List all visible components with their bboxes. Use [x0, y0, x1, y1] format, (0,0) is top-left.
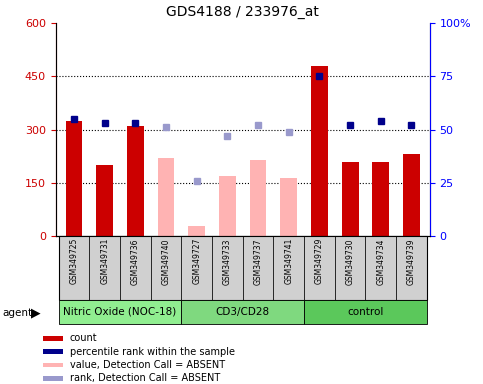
Text: GSM349741: GSM349741	[284, 238, 293, 285]
Bar	[219, 176, 236, 236]
Bar	[212, 236, 243, 300]
Text: GSM349739: GSM349739	[407, 238, 416, 285]
Bar	[66, 121, 83, 236]
Text: GSM349725: GSM349725	[70, 238, 78, 285]
Text: Nitric Oxide (NOC-18): Nitric Oxide (NOC-18)	[63, 307, 177, 317]
Bar	[43, 376, 63, 381]
Text: CD3/CD28: CD3/CD28	[215, 307, 270, 317]
Bar	[311, 66, 328, 236]
Bar	[403, 154, 420, 236]
Text: GSM349731: GSM349731	[100, 238, 109, 285]
Text: GSM349730: GSM349730	[346, 238, 355, 285]
Bar	[341, 162, 358, 236]
Text: value, Detection Call = ABSENT: value, Detection Call = ABSENT	[70, 360, 225, 370]
Text: control: control	[347, 307, 384, 317]
Bar	[43, 349, 63, 354]
Bar	[96, 165, 113, 236]
Bar	[43, 336, 63, 341]
Bar	[280, 177, 297, 236]
Text: percentile rank within the sample: percentile rank within the sample	[70, 347, 235, 357]
Bar	[181, 300, 304, 324]
Text: GSM349736: GSM349736	[131, 238, 140, 285]
Bar	[304, 300, 427, 324]
Bar	[188, 225, 205, 236]
Bar	[43, 363, 63, 367]
Bar	[127, 126, 144, 236]
Bar	[157, 158, 174, 236]
Bar	[372, 162, 389, 236]
Text: agent: agent	[2, 308, 32, 318]
Bar	[304, 236, 335, 300]
Bar	[89, 236, 120, 300]
Bar	[151, 236, 181, 300]
Bar	[58, 300, 181, 324]
Bar	[273, 236, 304, 300]
Bar	[366, 236, 396, 300]
Text: GSM349729: GSM349729	[315, 238, 324, 285]
Text: GSM349740: GSM349740	[161, 238, 170, 285]
Text: GSM349737: GSM349737	[254, 238, 263, 285]
Text: ▶: ▶	[31, 306, 41, 319]
Text: GSM349733: GSM349733	[223, 238, 232, 285]
Bar	[250, 160, 267, 236]
Title: GDS4188 / 233976_at: GDS4188 / 233976_at	[166, 5, 319, 19]
Bar	[58, 236, 89, 300]
Text: GSM349734: GSM349734	[376, 238, 385, 285]
Bar	[243, 236, 273, 300]
Bar	[396, 236, 427, 300]
Text: GSM349727: GSM349727	[192, 238, 201, 285]
Text: count: count	[70, 333, 98, 343]
Bar	[335, 236, 366, 300]
Text: rank, Detection Call = ABSENT: rank, Detection Call = ABSENT	[70, 373, 220, 384]
Bar	[181, 236, 212, 300]
Bar	[120, 236, 151, 300]
